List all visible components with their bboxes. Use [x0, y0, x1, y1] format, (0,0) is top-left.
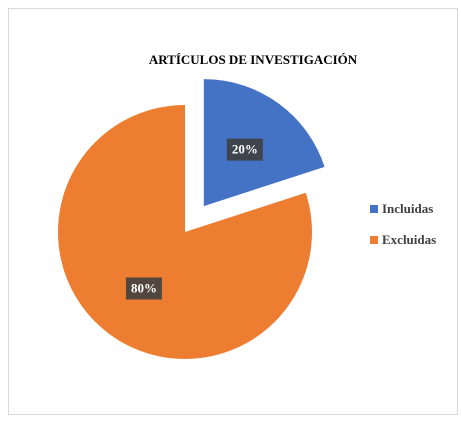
- legend-label: Excluidas: [382, 232, 436, 247]
- legend-swatch: [370, 236, 378, 244]
- legend-label: Incluidas: [382, 201, 433, 216]
- data-label: 20%: [232, 142, 258, 157]
- data-label-box: [226, 138, 263, 161]
- data-label-box: [125, 277, 162, 300]
- chart-title: ARTÍCULOS DE INVESTIGACIÓN: [149, 52, 358, 67]
- pie-slice: [58, 105, 312, 359]
- data-label: 80%: [131, 280, 157, 295]
- legend-swatch: [370, 205, 378, 213]
- pie-slice: [203, 79, 325, 207]
